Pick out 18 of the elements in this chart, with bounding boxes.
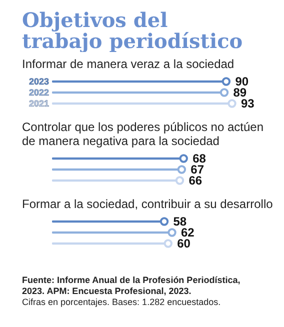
y-tick-label: Informar de manera veraz a la sociedad: [22, 57, 234, 72]
data-label: 60: [177, 236, 191, 250]
data-label: 93: [241, 96, 255, 110]
data-label: 62: [181, 226, 195, 240]
chart-title: Objetivos del trabajo periodístico: [21, 7, 244, 53]
source-note: Fuente: Informe Anual de la Profesión Periodística, 2023. APM: Encuesta Profesional, 2023.: [22, 275, 242, 297]
data-label: 58: [173, 214, 187, 228]
data-label: 89: [233, 86, 247, 100]
text: Cifras en porcentajes. Bases: 1.282 encuestados.: [22, 297, 222, 308]
y-tick-label: Controlar que los poderes públicos no actúen de manera negativa para la sociedad: [22, 120, 264, 148]
text: 2022: [28, 88, 49, 98]
text: 2023: [28, 76, 49, 86]
y-tick-label: Formar a la sociedad, contribuir a su desarrollo: [22, 197, 274, 212]
text: 2021: [28, 98, 49, 108]
data-label: 67: [190, 162, 204, 176]
data-label: 90: [235, 74, 249, 88]
data-label: 66: [188, 174, 202, 188]
data-label: 68: [192, 152, 206, 166]
